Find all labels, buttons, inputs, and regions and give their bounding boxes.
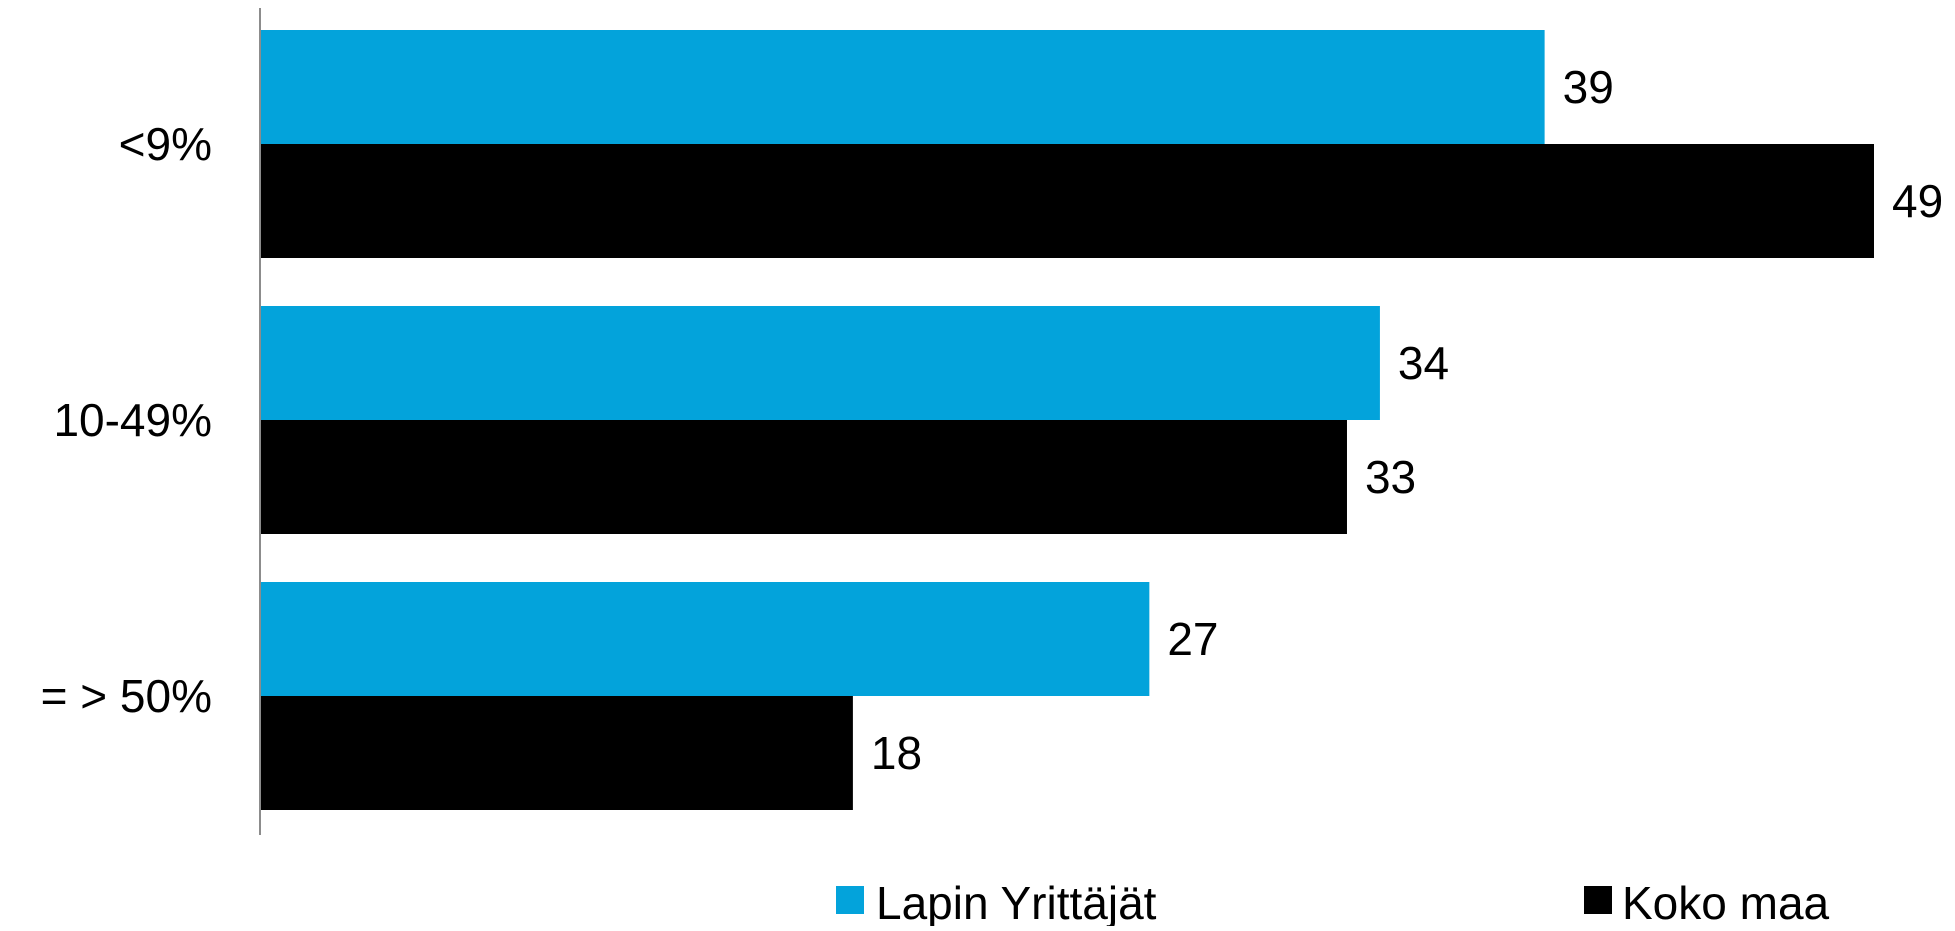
data-label: 39 — [1563, 61, 1614, 113]
bar-koko-2 — [260, 696, 853, 810]
bar-koko-0 — [260, 144, 1874, 258]
bar-lapin-1 — [260, 306, 1380, 420]
data-label: 33 — [1365, 451, 1416, 503]
data-label: 18 — [871, 727, 922, 779]
legend-label: Lapin Yrittäjät — [876, 877, 1157, 926]
data-label: 49 — [1892, 175, 1943, 227]
category-label: <9% — [119, 118, 212, 170]
category-label: = > 50% — [41, 670, 212, 722]
bar-lapin-0 — [260, 30, 1545, 144]
legend-swatch — [1584, 886, 1612, 914]
legend-label: Koko maa — [1622, 877, 1830, 926]
data-label: 27 — [1167, 613, 1218, 665]
data-label: 34 — [1398, 337, 1449, 389]
bar-koko-1 — [260, 420, 1347, 534]
legend-swatch — [836, 886, 864, 914]
category-label: 10-49% — [53, 394, 212, 446]
bar-lapin-2 — [260, 582, 1150, 696]
